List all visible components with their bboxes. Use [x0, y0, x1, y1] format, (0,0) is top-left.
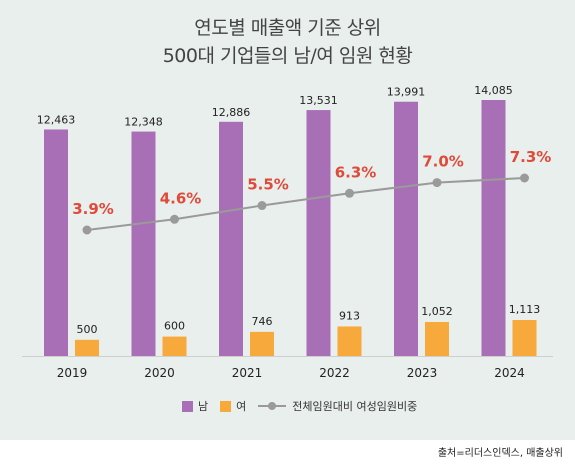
legend: 남 여 전체임원대비 여성임원비중: [182, 398, 429, 414]
chart-title-line-1: 연도별 매출액 기준 상위: [194, 17, 381, 39]
x-tick-label-2021: 2021: [232, 366, 263, 380]
legend-label-ratio: 전체임원대비 여성임원비중: [292, 400, 418, 413]
bar-label-male-2022: 13,531: [299, 94, 338, 107]
ratio-label-2023: 7.0%: [422, 153, 464, 171]
ratio-label-2022: 6.3%: [335, 163, 377, 181]
bar-male-2023: [394, 101, 418, 356]
bar-label-male-2020: 12,348: [124, 116, 163, 129]
bar-male-2020: [131, 131, 156, 356]
bar-female-2022: [337, 326, 362, 356]
x-tick-label-2023: 2023: [407, 366, 438, 380]
ratio-point-2021: [257, 201, 267, 211]
legend-label-female: 여: [236, 400, 247, 413]
chart-title: 연도별 매출액 기준 상위 500대 기업들의 남/여 임원 현황: [0, 14, 575, 70]
bar-label-female-2019: 500: [77, 323, 98, 336]
bar-label-female-2022: 913: [339, 309, 360, 322]
source-note: 출처=리더스인덱스, 매출상위: [437, 448, 563, 459]
bar-female-2020: [162, 336, 187, 356]
bar-label-female-2024: 1,113: [509, 303, 541, 316]
bar-label-male-2023: 13,991: [387, 86, 426, 99]
ratio-label-2019: 3.9%: [72, 200, 114, 218]
legend-label-male: 남: [198, 400, 209, 413]
bar-female-2019: [75, 339, 99, 356]
x-tick-label-2019: 2019: [57, 366, 88, 380]
ratio-label-2024: 7.3%: [510, 148, 552, 166]
legend-swatch-female: [220, 400, 232, 412]
bar-male-2022: [306, 110, 331, 356]
chart-title-line-2: 500대 기업들의 남/여 임원 현황: [162, 45, 413, 67]
ratio-line: [86, 177, 525, 231]
bar-male-2021: [219, 121, 243, 356]
legend-line-marker-icon: [258, 401, 287, 411]
bar-label-female-2023: 1,052: [421, 305, 453, 318]
ratio-point-2019: [82, 225, 92, 235]
bar-male-2024: [481, 100, 506, 356]
ratio-point-2024: [520, 173, 529, 183]
bar-label-female-2020: 600: [164, 320, 185, 333]
legend-item-female: 여: [220, 398, 246, 414]
bar-female-2021: [250, 331, 274, 356]
x-tick-label-2020: 2020: [144, 366, 175, 380]
chart-panel: [0, 0, 575, 440]
ratio-point-2023: [432, 178, 442, 188]
bar-label-male-2019: 12,463: [37, 113, 76, 126]
bar-label-female-2021: 746: [252, 315, 273, 328]
legend-item-ratio: 전체임원대비 여성임원비중: [258, 398, 417, 414]
x-tick-label-2022: 2022: [319, 366, 350, 380]
legend-swatch-male: [182, 400, 193, 412]
bar-male-2019: [44, 129, 68, 356]
ratio-point-2022: [345, 188, 354, 198]
ratio-label-2020: 4.6%: [160, 189, 202, 207]
bar-label-male-2024: 14,085: [474, 84, 513, 97]
bar-female-2023: [425, 321, 449, 356]
x-tick-label-2024: 2024: [494, 366, 525, 380]
bar-label-male-2021: 12,886: [212, 106, 251, 119]
legend-item-male: 남: [182, 398, 208, 414]
ratio-label-2021: 5.5%: [247, 176, 289, 194]
bar-line-chart: 12,463 500 2019 12,348 600 2020 12,886 746 2021 1…: [22, 84, 553, 380]
ratio-point-2020: [170, 214, 179, 224]
bar-female-2024: [512, 320, 537, 356]
